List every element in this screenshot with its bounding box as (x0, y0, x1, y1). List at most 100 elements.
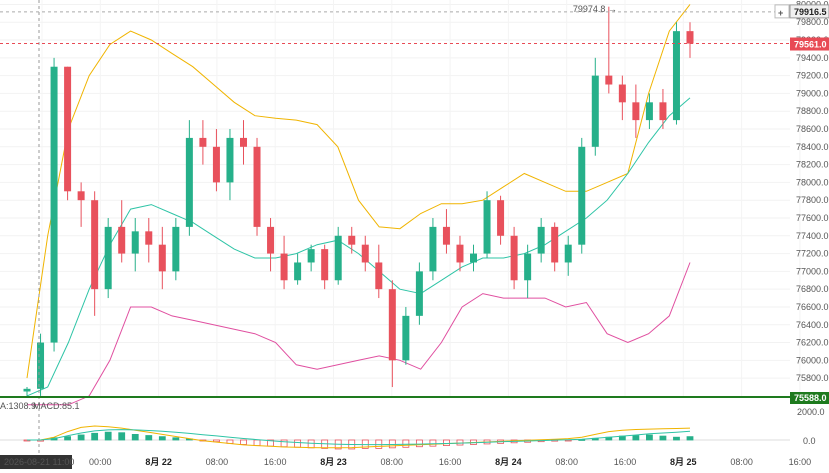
candle-body (185, 137, 193, 227)
candle-body (91, 200, 99, 290)
macd-bar (659, 435, 667, 441)
plus-icon[interactable]: + (778, 8, 783, 18)
candle-body (131, 231, 139, 254)
y-tick-label: 79400.0 (796, 53, 829, 63)
candle-body (497, 200, 505, 236)
low-price-tag: 75588.0 (790, 392, 829, 404)
x-tick-label: 16:00 (264, 457, 287, 467)
macd-bar (443, 439, 450, 446)
candle-body (348, 235, 356, 245)
candle-body (632, 102, 640, 121)
candle-body (645, 102, 653, 121)
candle-body (429, 226, 437, 272)
macd-signal-line (27, 429, 691, 446)
x-tick-label: 16:00 (789, 457, 812, 467)
candle-body (537, 226, 545, 254)
macd-line (27, 425, 691, 449)
crosshair-time-text: 2026-08-21 11:00 (4, 457, 74, 467)
x-axis: 16:00 00:00 8月 22 08:00 16:00 8月 23 08:00 16:00… (31, 457, 811, 467)
macd-bar (429, 439, 437, 447)
candle-body (564, 244, 572, 263)
y-tick-label: 79000.0 (796, 88, 829, 98)
macd-bar (280, 439, 288, 448)
candle-body (334, 235, 342, 281)
y-tick-label: 79200.0 (796, 71, 829, 81)
indicator-ytick-top: 2000.0 (797, 407, 825, 417)
low-price-text: 75588.0 (794, 393, 827, 403)
mark-price-text: 79561.0 (794, 40, 827, 50)
macd-bar (415, 439, 423, 448)
candle-body (442, 226, 450, 245)
macd-pane: A:1308.9 MACD:85.1 2000.0 0.0 (0, 401, 825, 450)
candle-body (618, 84, 626, 103)
macd-bar (646, 434, 653, 441)
candle-body (158, 244, 166, 272)
current-price-text: 79916.5 (794, 7, 827, 17)
macd-bar (686, 436, 694, 441)
macd-bar (388, 439, 396, 449)
candle-body (591, 75, 599, 147)
macd-bar (307, 439, 315, 449)
candle-body (307, 249, 315, 263)
candle-body (361, 244, 369, 263)
bollinger-bands (26, 4, 691, 406)
x-tick-label: 8月 23 (320, 457, 347, 467)
y-tick-label: 78800.0 (796, 106, 829, 116)
y-tick-label: 76400.0 (796, 320, 829, 330)
candle-body (524, 253, 532, 281)
indicator-label-macd: MACD:85.1 (33, 401, 80, 411)
y-tick-label: 79800.0 (796, 17, 829, 27)
indicator-label-a: A:1308.9 (0, 401, 36, 411)
macd-bar (104, 431, 112, 441)
candle-body (551, 226, 559, 263)
candle-body (470, 253, 478, 263)
candle-body (239, 137, 247, 147)
x-tick-label: 08:00 (381, 457, 404, 467)
candle-body (118, 226, 126, 254)
candle-body (199, 137, 207, 147)
x-tick-label: 08:00 (206, 457, 229, 467)
candle-body (605, 75, 613, 85)
mark-price-tag: 79561.0 (790, 37, 829, 51)
candle-body (294, 262, 302, 281)
macd-bar (64, 436, 71, 441)
y-tick-label: 76000.0 (796, 355, 829, 365)
candle-body (37, 342, 45, 389)
max-price-label: 79974.8 → (573, 4, 617, 14)
bollinger-middle-line (26, 97, 691, 397)
candle-body (267, 226, 275, 254)
macd-bar (632, 435, 640, 441)
macd-bar (131, 433, 139, 441)
y-tick-label: 77600.0 (796, 213, 829, 223)
candle-body (659, 102, 667, 121)
candle-body (388, 289, 396, 361)
y-tick-label: 77400.0 (796, 231, 829, 241)
candle-body (456, 244, 464, 263)
candle-body (172, 226, 180, 272)
candle-body (226, 137, 234, 183)
macd-bar (158, 436, 166, 441)
candle-body (77, 191, 85, 201)
x-tick-label: 8月 24 (495, 457, 522, 467)
candle-body (104, 226, 112, 290)
macd-bar (402, 439, 410, 448)
candle-body (321, 249, 329, 281)
candle-body (253, 146, 261, 227)
macd-bar (253, 439, 261, 446)
y-tick-label: 78000.0 (796, 177, 829, 187)
macd-bar (240, 439, 247, 445)
plus-button[interactable]: + (774, 4, 790, 19)
candle-body (375, 262, 383, 290)
y-tick-label: 77200.0 (796, 249, 829, 259)
candle-body (280, 253, 288, 281)
candles (23, 6, 694, 396)
indicator-ytick-zero: 0.0 (803, 436, 816, 446)
current-price-tag: 79916.5 (789, 4, 829, 19)
candle-body (483, 200, 491, 254)
y-tick-label: 75800.0 (796, 373, 829, 383)
x-tick-label: 16:00 (614, 457, 637, 467)
y-tick-label: 77000.0 (796, 266, 829, 276)
y-tick-label: 76600.0 (796, 302, 829, 312)
bollinger-lower-line (27, 262, 691, 406)
